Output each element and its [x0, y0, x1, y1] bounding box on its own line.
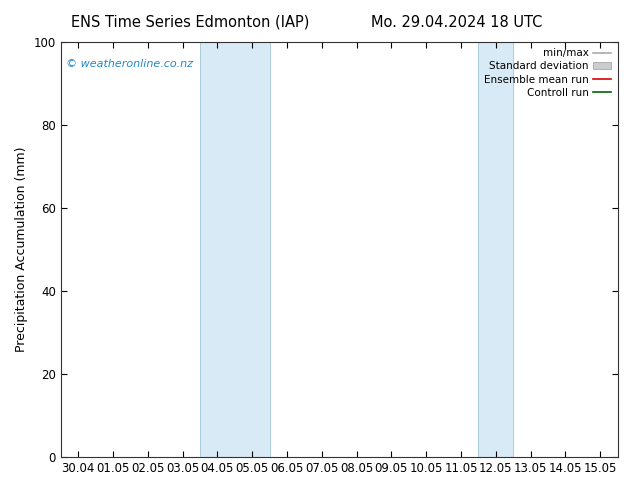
Legend: min/max, Standard deviation, Ensemble mean run, Controll run: min/max, Standard deviation, Ensemble me… [479, 44, 616, 102]
Y-axis label: Precipitation Accumulation (mm): Precipitation Accumulation (mm) [15, 147, 28, 352]
Bar [479, 42, 514, 457]
Bar [200, 42, 269, 457]
Text: © weatheronline.co.nz: © weatheronline.co.nz [66, 59, 193, 69]
Text: ENS Time Series Edmonton (IAP): ENS Time Series Edmonton (IAP) [71, 15, 309, 30]
Text: Mo. 29.04.2024 18 UTC: Mo. 29.04.2024 18 UTC [371, 15, 542, 30]
